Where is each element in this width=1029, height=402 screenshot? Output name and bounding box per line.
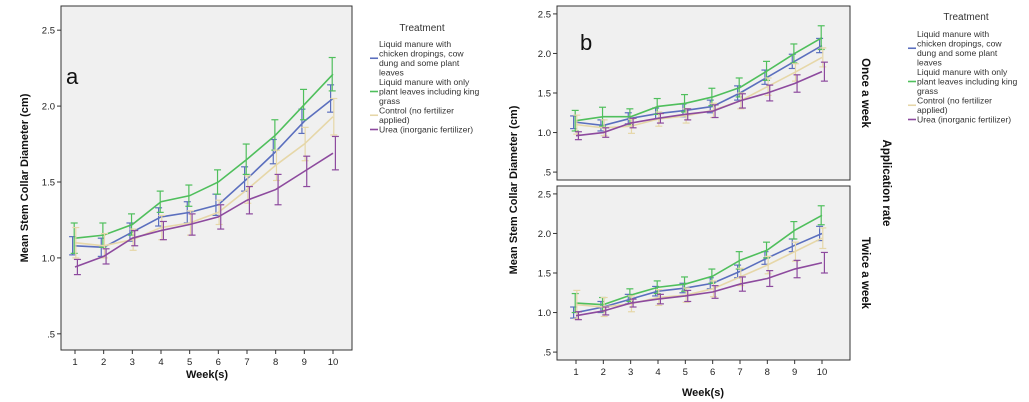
- b-top-y-tick-label: .5: [543, 168, 551, 179]
- a-line-manure-leaves: [74, 73, 334, 239]
- b-top-series-urea: [574, 61, 828, 141]
- b-bottom-x-tick-label: 10: [817, 367, 828, 378]
- b-bottom-y-tick-label: 2.5: [538, 189, 551, 200]
- b-bottom-line-control: [575, 237, 823, 308]
- a-y-tick-label: 2.0: [42, 102, 55, 113]
- b-bottom-x-tick-label: 1: [573, 367, 578, 378]
- facet-label-twice-a-week: Twice a week: [859, 237, 871, 310]
- a-y-tick-label: 1.0: [42, 253, 55, 264]
- legend-b-label-manure-leaves: grass: [917, 86, 938, 96]
- panel-b-x-axis-title: Week(s): [682, 387, 724, 399]
- panel-b-letter: b: [580, 30, 592, 55]
- a-series-control: [72, 97, 338, 259]
- b-bottom-y-tick-label: .5: [543, 348, 551, 359]
- b-bottom-x-tick-label: 2: [601, 367, 606, 378]
- a-y-tick-label: .5: [47, 329, 55, 340]
- b-top-y-tick-label: 1.0: [538, 128, 551, 139]
- panel-b-top-marks: .5 1.0 1.5 2.0 2.5: [538, 9, 828, 179]
- legend-b-label-urea: Urea (inorganic fertilizer): [917, 115, 1011, 125]
- legend-b-label-manure-mix: chicken dropings, cow: [917, 39, 1002, 49]
- b-top-series-manure-leaves: [571, 25, 825, 132]
- legend-a-label-manure-mix: chicken dropings, cow: [379, 49, 464, 59]
- b-bottom-x-tick-label: 9: [792, 367, 797, 378]
- legend-b-label-manure-leaves: Liquid manure with only: [917, 67, 1008, 77]
- legend-a-label-manure-leaves: plant leaves including king: [379, 87, 480, 97]
- panel-a: a .5 1.0 1.5 2.0 2.5 1 2 3 4 5 6 7 8 9 10 Week(s) Mean…: [19, 5, 353, 381]
- legend-b-label-manure-leaves: plant leaves including king: [917, 77, 1018, 87]
- legend-a-label-manure-leaves: grass: [379, 96, 400, 106]
- b-bottom-series-urea: [574, 251, 828, 321]
- legend-b-title: Treatment: [943, 12, 988, 23]
- a-x-tick-label: 2: [101, 357, 106, 368]
- a-x-tick-label: 4: [158, 357, 163, 368]
- legend-b-label-control: Control (no fertilizer: [917, 96, 992, 106]
- legend-b-label-manure-mix: leaves: [917, 58, 942, 68]
- legend-a-label-manure-leaves: Liquid manure with only: [379, 77, 470, 87]
- facet-group-label: Application rate: [880, 140, 892, 227]
- a-x-tick-label: 6: [216, 357, 221, 368]
- b-bottom-x-tick-label: 7: [737, 367, 742, 378]
- a-x-tick-label: 9: [302, 357, 307, 368]
- panel-b-y-axis-title: Mean Stem Collar Diameter (cm): [508, 105, 520, 274]
- legend-b-label-control: applied): [917, 105, 948, 115]
- facet-label-once-a-week: Once a week: [859, 58, 871, 128]
- a-x-tick-label: 1: [72, 357, 77, 368]
- a-x-tick-label: 10: [328, 357, 339, 368]
- b-bottom-line-urea: [575, 261, 823, 317]
- legend-a-label-urea: Urea (inorganic fertilizer): [379, 125, 473, 135]
- a-y-tick-label: 2.5: [42, 26, 55, 37]
- b-top-y-tick-label: 1.5: [538, 89, 551, 100]
- a-series-urea: [73, 135, 339, 276]
- b-top-line-urea: [575, 70, 823, 137]
- a-x-tick-label: 7: [244, 357, 249, 368]
- a-x-tick-label: 5: [187, 357, 192, 368]
- b-bottom-series-manure-leaves: [571, 205, 825, 314]
- b-bottom-y-tick-label: 1.0: [538, 308, 551, 319]
- a-line-manure-mix: [74, 97, 334, 249]
- panel-a-plot-area: [60, 5, 353, 351]
- b-top-y-tick-label: 2.0: [538, 49, 551, 60]
- legend-a-label-control: applied): [379, 115, 410, 125]
- b-bottom-x-tick-label: 6: [710, 367, 715, 378]
- a-line-control: [74, 116, 334, 247]
- b-bottom-x-tick-label: 3: [628, 367, 633, 378]
- b-top-line-manure-leaves: [575, 36, 823, 122]
- b-bottom-x-tick-label: 5: [683, 367, 688, 378]
- a-x-tick-label: 8: [273, 357, 278, 368]
- panel-a-y-axis-title: Mean Stem Collar Diameter (cm): [19, 93, 31, 262]
- a-line-urea: [74, 152, 334, 268]
- a-x-tick-label: 3: [130, 357, 135, 368]
- legend-a-label-manure-mix: leaves: [379, 68, 404, 78]
- panel-b-bottom-marks: .5 1.0 1.5 2.0 2.5 1 2 3 4 5 6 7 8 9 10: [538, 189, 828, 378]
- legend-a-label-control: Control (no fertilizer: [379, 106, 454, 116]
- legend-b-label-manure-mix: dung and some plant: [917, 48, 998, 58]
- panel-a-marks: .5 1.0 1.5 2.0 2.5 1 2 3 4 5 6 7 8 9 10: [42, 26, 339, 368]
- b-bottom-series-control: [573, 227, 827, 320]
- legend-b-label-manure-mix: Liquid manure with: [917, 29, 989, 39]
- b-top-line-manure-mix: [575, 44, 823, 127]
- panel-a-letter: a: [66, 64, 79, 89]
- panel-b-bottom-plot-area: [556, 185, 851, 361]
- b-top-y-tick-label: 2.5: [538, 9, 551, 20]
- b-bottom-x-tick-label: 4: [655, 367, 660, 378]
- b-bottom-line-manure-leaves: [575, 214, 823, 306]
- panel-a-x-axis-title: Week(s): [186, 369, 228, 381]
- legend-a-label-manure-mix: Liquid manure with: [379, 39, 451, 49]
- panel-b-top-plot-area: [556, 5, 851, 181]
- b-bottom-y-tick-label: 2.0: [538, 229, 551, 240]
- panel-b: b .5 1.0 1.5 2.0 2.5 .5 1.0 1.5 2.0 2.5 1 2 3 4 5 6 7 8 9…: [508, 5, 892, 399]
- a-y-tick-label: 1.5: [42, 178, 55, 189]
- b-bottom-y-tick-label: 1.5: [538, 269, 551, 280]
- b-bottom-x-tick-label: 8: [765, 367, 770, 378]
- b-bottom-line-manure-mix: [575, 232, 823, 314]
- legend-a-label-manure-mix: dung and some plant: [379, 58, 460, 68]
- legend-a-title: Treatment: [399, 23, 444, 34]
